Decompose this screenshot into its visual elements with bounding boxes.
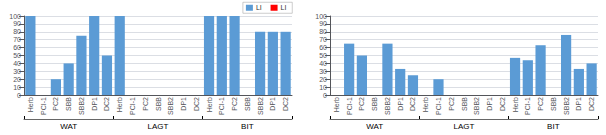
svg-text:70: 70 (319, 36, 327, 43)
svg-text:PC2: PC2 (52, 97, 59, 111)
svg-text:SBB: SBB (461, 97, 468, 111)
svg-text:60: 60 (319, 44, 327, 51)
svg-text:DP1: DP1 (575, 97, 582, 111)
svg-text:DP1: DP1 (486, 97, 493, 111)
svg-text:SBB2: SBB2 (167, 97, 174, 115)
svg-text:20: 20 (13, 76, 21, 83)
svg-text:SBB: SBB (155, 97, 162, 111)
svg-text:PCI-1: PCI-1 (129, 97, 136, 115)
svg-text:WAT: WAT (60, 122, 77, 131)
svg-text:PCI-1: PCI-1 (40, 97, 47, 115)
svg-text:Herb: Herb (27, 97, 34, 112)
svg-text:DC2: DC2 (499, 97, 506, 111)
svg-text:100: 100 (315, 13, 327, 20)
svg-text:10: 10 (13, 84, 21, 91)
svg-text:WAT: WAT (366, 122, 383, 131)
svg-text:Herb: Herb (333, 97, 340, 112)
svg-text:SBB2: SBB2 (384, 97, 391, 115)
svg-text:0: 0 (323, 92, 327, 99)
svg-text:LI: LI (256, 4, 262, 11)
svg-text:Herb: Herb (512, 97, 519, 112)
svg-text:SBB2: SBB2 (563, 97, 570, 115)
svg-text:LAGT: LAGT (148, 122, 169, 131)
svg-text:SBB: SBB (550, 97, 557, 111)
svg-text:80: 80 (13, 28, 21, 35)
svg-text:40: 40 (319, 60, 327, 67)
svg-text:DP1: DP1 (397, 97, 404, 111)
svg-text:Herb: Herb (422, 97, 429, 112)
svg-text:100: 100 (9, 13, 21, 20)
svg-text:50: 50 (319, 52, 327, 59)
svg-text:DC2: DC2 (588, 97, 595, 111)
svg-text:30: 30 (13, 68, 21, 75)
svg-text:0: 0 (17, 92, 21, 99)
svg-text:10: 10 (319, 84, 327, 91)
svg-text:SBB: SBB (244, 97, 251, 111)
svg-text:80: 80 (319, 28, 327, 35)
svg-text:PCI-1: PCI-1 (218, 97, 225, 115)
svg-text:DP1: DP1 (180, 97, 187, 111)
svg-text:BIT: BIT (241, 122, 254, 131)
svg-text:LAGT: LAGT (454, 122, 475, 131)
svg-text:90: 90 (319, 20, 327, 27)
svg-text:30: 30 (319, 68, 327, 75)
svg-text:PC2: PC2 (537, 97, 544, 111)
svg-text:PCI-1: PCI-1 (524, 97, 531, 115)
svg-text:LI: LI (281, 4, 287, 11)
svg-text:PC2: PC2 (448, 97, 455, 111)
svg-text:20: 20 (319, 76, 327, 83)
svg-text:DP1: DP1 (91, 97, 98, 111)
svg-text:BIT: BIT (547, 122, 560, 131)
svg-text:PCI-1: PCI-1 (346, 97, 353, 115)
svg-text:PC2: PC2 (231, 97, 238, 111)
svg-text:SBB: SBB (65, 97, 72, 111)
svg-text:Herb: Herb (116, 97, 123, 112)
svg-text:DC2: DC2 (193, 97, 200, 111)
svg-text:DC2: DC2 (409, 97, 416, 111)
svg-text:Herb: Herb (206, 97, 213, 112)
svg-text:SBB2: SBB2 (78, 97, 85, 115)
svg-text:SBB2: SBB2 (257, 97, 264, 115)
svg-text:PCI-1: PCI-1 (435, 97, 442, 115)
svg-text:DP1: DP1 (269, 97, 276, 111)
svg-text:PC2: PC2 (358, 97, 365, 111)
svg-text:SBB2: SBB2 (473, 97, 480, 115)
svg-text:DC2: DC2 (103, 97, 110, 111)
svg-text:60: 60 (13, 44, 21, 51)
svg-text:PC2: PC2 (142, 97, 149, 111)
svg-text:90: 90 (13, 20, 21, 27)
svg-text:70: 70 (13, 36, 21, 43)
svg-text:DC2: DC2 (282, 97, 289, 111)
svg-text:SBB: SBB (371, 97, 378, 111)
svg-text:50: 50 (13, 52, 21, 59)
svg-text:40: 40 (13, 60, 21, 67)
